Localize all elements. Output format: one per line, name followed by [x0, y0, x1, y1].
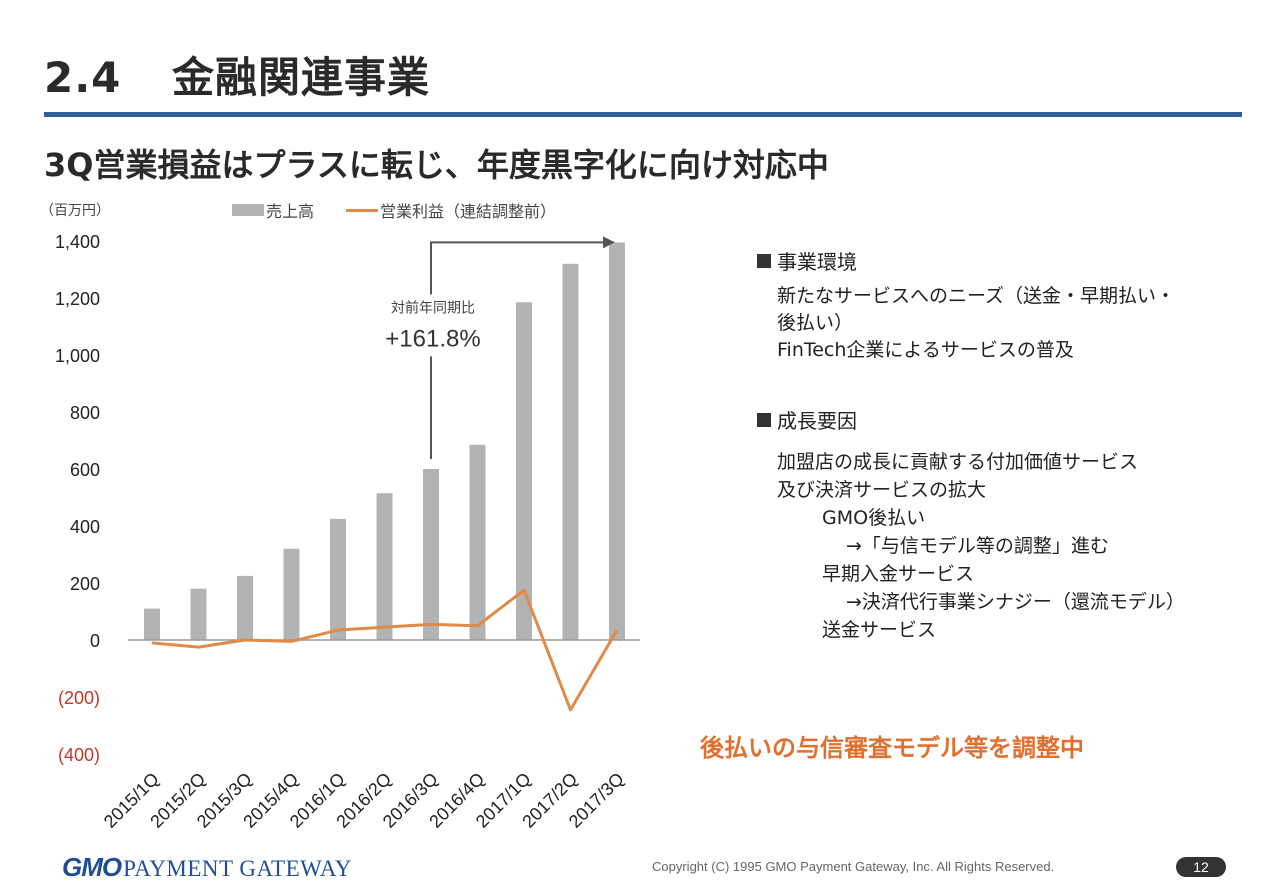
y-tick-label: 1,000	[55, 346, 100, 366]
page-number-badge: 12	[1176, 857, 1226, 877]
copyright-text: Copyright (C) 1995 GMO Payment Gateway, …	[652, 859, 1055, 874]
bar-2016-2Q	[376, 493, 393, 640]
y-tick-label: 0	[90, 631, 100, 651]
y-tick-label: 1,200	[55, 289, 100, 309]
slide-headline: 3Q営業損益はプラスに転じ、年度黒字化に向け対応中	[44, 146, 829, 184]
section-heading-growth-factors: 成長要因	[757, 405, 857, 434]
growth-line-4: →「与信モデル等の調整」進む	[846, 535, 1109, 557]
bar-2015-4Q	[283, 548, 300, 640]
environment-line-2: 後払い）	[777, 312, 854, 334]
growth-line-3: GMO後払い	[822, 507, 926, 529]
growth-line-2: 及び決済サービスの拡大	[777, 479, 987, 501]
section-title: 2.4 金融関連事業	[44, 44, 430, 105]
yoy-value: +161.8%	[385, 325, 480, 352]
growth-line-1: 加盟店の成長に貢献する付加価値サービス	[777, 451, 1139, 473]
y-tick-label: (400)	[58, 745, 100, 765]
yoy-bracket-line	[430, 241, 605, 459]
legend-item-sales: 売上高	[232, 198, 314, 222]
bar-2015-1Q	[144, 608, 160, 640]
company-logo: GMOPAYMENT GATEWAY	[62, 852, 352, 882]
bar-2015-3Q	[237, 575, 253, 640]
growth-line-5: 早期入金サービス	[822, 563, 975, 585]
bullet-square-icon	[757, 413, 771, 427]
legend-label-sales: 売上高	[266, 202, 315, 221]
legend-line-swatch	[346, 208, 378, 212]
yoy-label-backing	[363, 294, 503, 357]
legend-item-operating-profit: 営業利益（連結調整前）	[346, 198, 556, 222]
y-tick-label: 1,400	[55, 232, 100, 252]
yoy-label: 対前年同期比	[391, 299, 475, 316]
bar-2016-3Q	[423, 469, 439, 640]
yoy-arrow-head	[603, 236, 615, 249]
environment-line-3: FinTech企業によるサービスの普及	[777, 339, 1074, 361]
growth-line-7: 送金サービス	[822, 619, 937, 641]
bar-2016-4Q	[469, 444, 486, 640]
bar-2016-1Q	[330, 518, 346, 640]
legend-label-operating-profit: 営業利益（連結調整前）	[380, 202, 557, 221]
chart-unit-label: （百万円）	[40, 203, 110, 219]
growth-line-6: →決済代行事業シナジー（還流モデル）	[846, 591, 1185, 613]
bar-2017-3Q	[609, 242, 625, 641]
y-tick-label: 400	[70, 517, 100, 537]
bar-2017-1Q	[516, 302, 532, 640]
callout-text: 後払いの与信審査モデル等を調整中	[700, 734, 1084, 762]
legend-bar-swatch	[232, 204, 264, 216]
y-tick-label: 200	[70, 574, 100, 594]
y-tick-label: 600	[70, 460, 100, 480]
bar-2015-2Q	[190, 588, 207, 640]
section-heading-business-environment: 事業環境	[757, 246, 857, 275]
y-tick-label: (200)	[58, 688, 100, 708]
environment-line-1: 新たなサービスへのニーズ（送金・早期払い・	[777, 285, 1176, 307]
section-name: 金融関連事業	[172, 53, 431, 102]
y-tick-label: 800	[70, 403, 100, 423]
section-number: 2.4	[44, 53, 122, 102]
bullet-square-icon	[757, 254, 771, 268]
operating-profit-line	[151, 588, 619, 712]
header-divider	[44, 112, 1242, 117]
bar-2017-2Q	[562, 263, 579, 640]
